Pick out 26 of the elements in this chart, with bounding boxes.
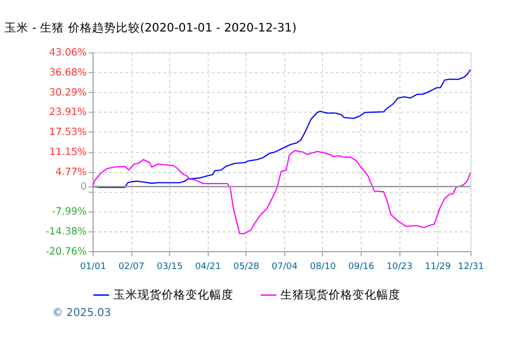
x-tick-label: 11/29 [424,262,452,272]
x-tick-label: 10/23 [386,262,412,272]
y-tick-label: -7.99% [52,206,87,218]
y-tick-label: 11.15% [49,146,87,158]
x-tick-label: 08/10 [310,262,336,272]
text: © 2025.03 [52,306,111,319]
x-tick-label: 12/31 [458,262,484,272]
y-tick-label: 36.68% [49,67,87,78]
y-tick-label: -14.38% [46,226,87,238]
y-tick-label: 0 [80,182,87,193]
x-tick-label: 02/07 [118,262,144,272]
x-tick-label: 07/04 [272,262,298,272]
chart-title: 玉米 - 生猪 价格趋势比较(2020-01-01 - 2020-12-31) [4,20,297,35]
legend-label: 玉米现货价格变化幅度 [113,288,234,302]
y-tick-label: -20.76% [46,246,87,258]
x-tick-label: 01/01 [80,262,106,272]
x-tick-label: 09/16 [348,262,374,272]
y-tick-label: 30.29% [49,87,87,98]
x-tick-label: 03/15 [156,262,183,272]
y-tick-label: 17.53% [49,127,87,138]
legend-label: 生猪现货价格变化幅度 [280,288,401,302]
x-tick-label: 04/21 [195,262,221,272]
x-tick-label: 05/28 [233,262,260,272]
y-tick-label: 23.91% [49,107,87,118]
y-tick-label: 43.06% [49,48,87,59]
y-tick-label: 4.77% [55,166,87,178]
